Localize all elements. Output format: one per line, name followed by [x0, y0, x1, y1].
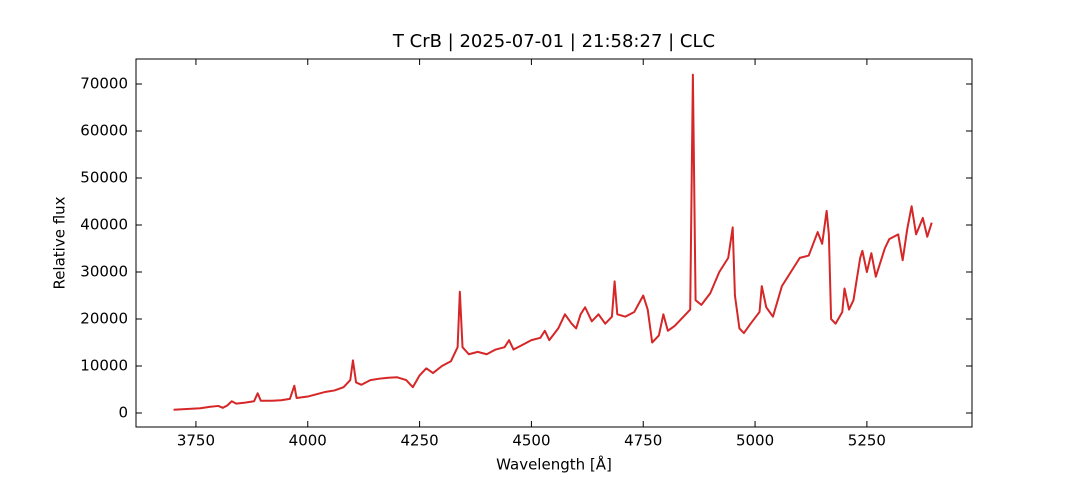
y-tick-label: 10000 — [80, 356, 128, 374]
y-tick-label: 50000 — [80, 169, 128, 187]
spectrum-line — [173, 73, 933, 411]
x-tick-label: 5250 — [848, 432, 886, 450]
y-tick-label: 70000 — [80, 75, 128, 93]
chart-title: T CrB | 2025-07-01 | 21:58:27 | CLC — [392, 31, 715, 52]
y-tick-label: 40000 — [80, 215, 128, 233]
plot-frame — [135, 58, 973, 428]
x-tick-label: 4750 — [624, 432, 662, 450]
x-tick-label: 4000 — [289, 432, 327, 450]
y-tick-label: 0 — [118, 403, 128, 421]
x-tick-label: 5000 — [736, 432, 774, 450]
y-tick-label: 60000 — [80, 122, 128, 140]
y-tick-label: 30000 — [80, 262, 128, 280]
x-tick-label: 4250 — [400, 432, 438, 450]
x-tick-label: 3750 — [177, 432, 215, 450]
y-tick-label: 20000 — [80, 309, 128, 327]
x-axis-label: Wavelength [Å] — [496, 455, 612, 474]
x-tick-label: 4500 — [512, 432, 550, 450]
y-axis-label: Relative flux — [51, 196, 69, 289]
